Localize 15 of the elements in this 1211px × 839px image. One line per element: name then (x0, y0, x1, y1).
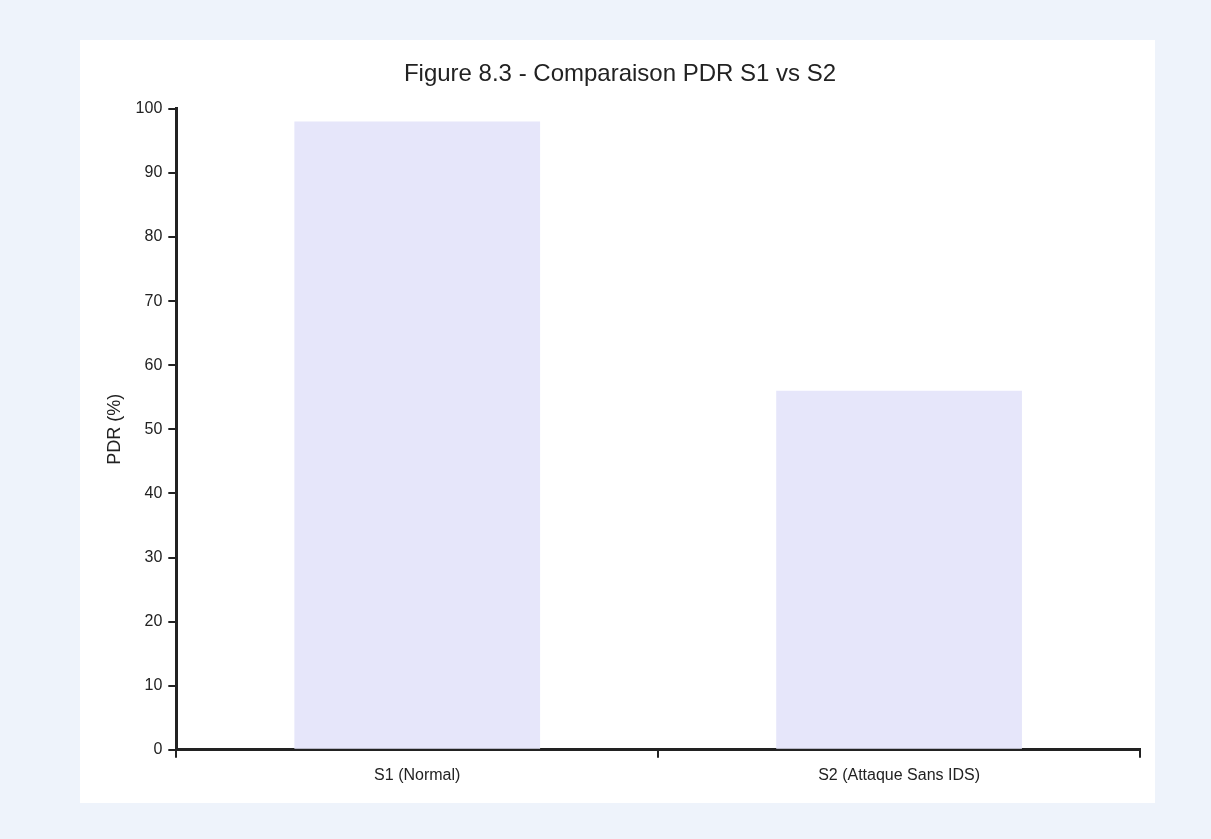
y-tick-label: 0 (153, 740, 163, 758)
y-tick-label: 70 (144, 291, 163, 309)
y-tick-label: 90 (144, 163, 163, 181)
y-tick-label: 20 (144, 612, 163, 630)
chart-title: Figure 8.3 - Comparaison PDR S1 vs S2 (403, 59, 837, 87)
y-axis-title: PDR (%) (103, 393, 124, 465)
y-tick-label: 40 (144, 483, 163, 501)
x-tick-label: S2 (Attaque Sans IDS) (818, 765, 980, 783)
y-tick-label: 100 (135, 99, 163, 117)
y-tick-label: 80 (144, 227, 163, 245)
y-tick-label: 30 (144, 547, 163, 565)
x-tick-label: S1 (Normal) (374, 765, 461, 783)
y-tick-label: 50 (144, 419, 163, 437)
y-tick-label: 10 (144, 676, 163, 694)
y-tick-label: 60 (144, 355, 163, 373)
